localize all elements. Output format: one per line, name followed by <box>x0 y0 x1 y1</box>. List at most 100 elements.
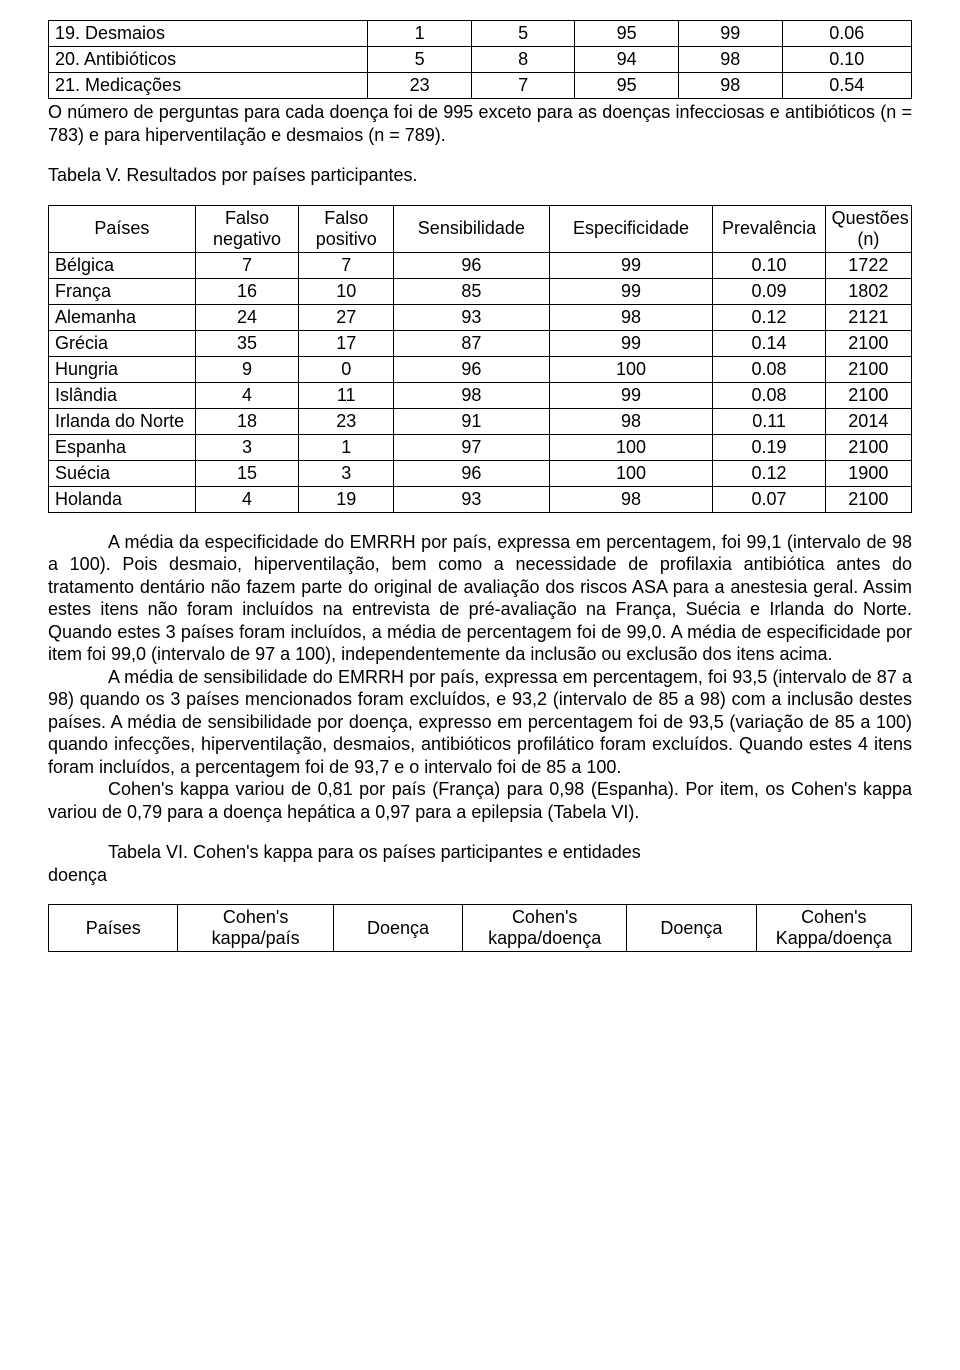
col-header: Cohen'sKappa/doença <box>756 905 911 952</box>
table-row: 20. Antibióticos5894980.10 <box>49 47 912 73</box>
cell: 27 <box>299 304 394 330</box>
cell: 2014 <box>825 408 911 434</box>
col-header: Países <box>49 205 196 252</box>
cell: 98 <box>678 73 782 99</box>
table-row: França161085990.091802 <box>49 278 912 304</box>
col-header: Falsonegativo <box>195 205 299 252</box>
row-label: Bélgica <box>49 252 196 278</box>
cell: 93 <box>394 486 549 512</box>
cell: 18 <box>195 408 299 434</box>
table-row: Bélgica7796990.101722 <box>49 252 912 278</box>
table-row: 21. Medicações23795980.54 <box>49 73 912 99</box>
cell: 19 <box>299 486 394 512</box>
cell: 100 <box>549 434 713 460</box>
cell: 23 <box>368 73 472 99</box>
cell: 17 <box>299 330 394 356</box>
cell: 15 <box>195 460 299 486</box>
cell: 2100 <box>825 486 911 512</box>
cell: 7 <box>471 73 575 99</box>
cell: 96 <box>394 252 549 278</box>
table-row: Holanda41993980.072100 <box>49 486 912 512</box>
row-label: Irlanda do Norte <box>49 408 196 434</box>
cell: 99 <box>549 278 713 304</box>
para-kappa: Cohen's kappa variou de 0,81 por país (F… <box>48 778 912 823</box>
row-label: Grécia <box>49 330 196 356</box>
col-header: Cohen'skappa/país <box>178 905 333 952</box>
row-label: Suécia <box>49 460 196 486</box>
cell: 0.54 <box>782 73 912 99</box>
cell: 11 <box>299 382 394 408</box>
cell: 0.19 <box>713 434 825 460</box>
cell: 0.08 <box>713 382 825 408</box>
cell: 0.12 <box>713 460 825 486</box>
table-top: 19. Desmaios1595990.0620. Antibióticos58… <box>48 20 912 99</box>
col-header: Doença <box>333 905 462 952</box>
cell: 98 <box>678 47 782 73</box>
cell: 0.07 <box>713 486 825 512</box>
cell: 4 <box>195 486 299 512</box>
row-label: Holanda <box>49 486 196 512</box>
cell: 0.09 <box>713 278 825 304</box>
cell: 99 <box>549 252 713 278</box>
cell: 98 <box>394 382 549 408</box>
col-header: Prevalência <box>713 205 825 252</box>
cell: 9 <box>195 356 299 382</box>
table-vi: PaísesCohen'skappa/paísDoençaCohen'skapp… <box>48 904 912 952</box>
cell: 16 <box>195 278 299 304</box>
cell: 95 <box>575 73 679 99</box>
cell: 10 <box>299 278 394 304</box>
cell: 3 <box>299 460 394 486</box>
cell: 5 <box>368 47 472 73</box>
para-intro: O número de perguntas para cada doença f… <box>48 101 912 146</box>
row-label: 19. Desmaios <box>49 21 368 47</box>
cell: 23 <box>299 408 394 434</box>
cell: 100 <box>549 460 713 486</box>
cell: 98 <box>549 486 713 512</box>
cell: 94 <box>575 47 679 73</box>
cell: 97 <box>394 434 549 460</box>
cell: 0.06 <box>782 21 912 47</box>
cell: 96 <box>394 356 549 382</box>
row-label: 20. Antibióticos <box>49 47 368 73</box>
cell: 2100 <box>825 356 911 382</box>
table-v-header: PaísesFalsonegativoFalsopositivoSensibil… <box>49 205 912 252</box>
table-vi-header: PaísesCohen'skappa/paísDoençaCohen'skapp… <box>49 905 912 952</box>
cell: 99 <box>549 330 713 356</box>
cell: 87 <box>394 330 549 356</box>
para-specificity: A média da especificidade do EMRRH por p… <box>48 531 912 666</box>
col-header: Sensibilidade <box>394 205 549 252</box>
caption-table-v: Tabela V. Resultados por países particip… <box>48 164 912 187</box>
cell: 2121 <box>825 304 911 330</box>
cell: 7 <box>299 252 394 278</box>
para-sensitivity: A média de sensibilidade do EMRRH por pa… <box>48 666 912 779</box>
row-label: 21. Medicações <box>49 73 368 99</box>
cell: 35 <box>195 330 299 356</box>
table-row: Espanha31971000.192100 <box>49 434 912 460</box>
cell: 95 <box>575 21 679 47</box>
cell: 2100 <box>825 382 911 408</box>
col-header: Questões(n) <box>825 205 911 252</box>
cell: 99 <box>678 21 782 47</box>
cell: 93 <box>394 304 549 330</box>
cell: 91 <box>394 408 549 434</box>
cell: 1 <box>299 434 394 460</box>
table-row: 19. Desmaios1595990.06 <box>49 21 912 47</box>
cell: 98 <box>549 408 713 434</box>
row-label: Hungria <box>49 356 196 382</box>
col-header: Cohen'skappa/doença <box>463 905 627 952</box>
col-header: Falsopositivo <box>299 205 394 252</box>
cell: 0.12 <box>713 304 825 330</box>
caption-table-vi: Tabela VI. Cohen's kappa para os países … <box>108 841 912 864</box>
cell: 100 <box>549 356 713 382</box>
row-label: Islândia <box>49 382 196 408</box>
col-header: Doença <box>627 905 756 952</box>
col-header: Especificidade <box>549 205 713 252</box>
cell: 0.10 <box>713 252 825 278</box>
cell: 1802 <box>825 278 911 304</box>
caption-table-vi-cont: doença <box>48 864 912 887</box>
cell: 99 <box>549 382 713 408</box>
cell: 2100 <box>825 434 911 460</box>
cell: 5 <box>471 21 575 47</box>
cell: 7 <box>195 252 299 278</box>
cell: 1900 <box>825 460 911 486</box>
